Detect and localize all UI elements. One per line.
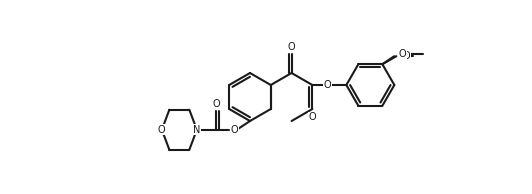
Text: O: O	[309, 112, 316, 122]
Text: N: N	[193, 125, 201, 135]
Text: O: O	[288, 42, 295, 53]
Text: O: O	[212, 99, 220, 109]
Text: O: O	[230, 125, 238, 135]
Text: O: O	[403, 51, 410, 61]
Text: O: O	[398, 49, 406, 59]
Text: O: O	[323, 80, 331, 90]
Text: O: O	[157, 125, 165, 135]
